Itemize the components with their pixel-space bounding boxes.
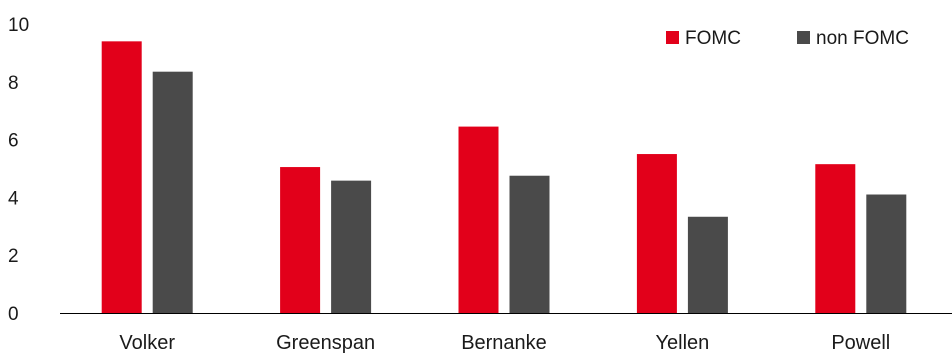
bar-fomc-bernanke [458,126,499,313]
legend-label-non-fomc: non FOMC [816,28,909,49]
category-label: Greenspan [276,332,375,353]
y-tick-label: 4 [8,188,19,209]
bar-fomc-powell [815,164,856,313]
category-label: Volker [119,332,175,353]
y-tick-label: 2 [8,246,19,267]
legend-swatch-fomc [666,31,679,44]
y-tick-label: 0 [8,304,19,325]
bar-non-fomc-volker [152,71,193,313]
bar-non-fomc-powell [866,194,907,313]
legend-swatch-non-fomc [797,31,810,44]
y-tick-label: 6 [8,131,19,152]
bar-non-fomc-greenspan [331,180,372,313]
category-label: Yellen [656,332,710,353]
bar-fomc-volker [101,41,142,314]
y-tick-label: 8 [8,73,19,94]
category-label: Bernanke [461,332,547,353]
y-axis-ticks: 0 2 4 6 8 10 [8,15,29,325]
legend: FOMC non FOMC [666,28,909,49]
category-labels: Volker Greenspan Bernanke Yellen Powell [119,332,890,353]
bars [101,41,907,314]
y-tick-label: 10 [8,15,29,36]
category-label: Powell [831,332,890,353]
bar-non-fomc-yellen [687,216,728,313]
legend-label-fomc: FOMC [685,28,741,49]
bar-fomc-greenspan [280,167,321,313]
bar-non-fomc-bernanke [509,175,550,313]
bar-fomc-yellen [636,154,677,313]
